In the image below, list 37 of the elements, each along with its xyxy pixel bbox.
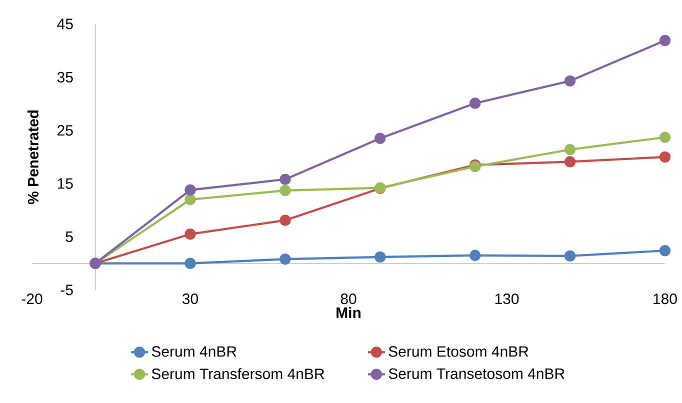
point bbox=[280, 254, 291, 265]
point bbox=[184, 258, 196, 269]
point bbox=[659, 245, 671, 256]
point bbox=[659, 132, 671, 143]
point bbox=[470, 250, 481, 262]
legend-label: Serum Etosom 4nBR bbox=[388, 346, 528, 357]
y-tick-label: -5 bbox=[60, 284, 73, 296]
y-tick-label: 15 bbox=[58, 178, 73, 189]
point bbox=[280, 184, 291, 196]
point bbox=[280, 214, 291, 226]
point bbox=[184, 184, 196, 196]
x-tick-label: -20 bbox=[22, 294, 42, 304]
point bbox=[184, 194, 196, 206]
y-tick-label: 25 bbox=[58, 125, 73, 136]
point bbox=[564, 250, 576, 262]
point bbox=[280, 174, 291, 185]
point bbox=[564, 75, 576, 87]
point bbox=[659, 151, 671, 163]
y-tick-label: 45 bbox=[57, 18, 73, 30]
legend-label: Serum Transfersom 4nBR bbox=[152, 368, 324, 380]
point bbox=[470, 98, 481, 109]
legend-label: Serum Transetosom 4nBR bbox=[388, 368, 564, 379]
y-tick-label: 5 bbox=[66, 232, 73, 242]
point bbox=[374, 251, 386, 263]
point bbox=[564, 156, 576, 168]
x-tick-label: 80 bbox=[340, 294, 356, 304]
y-tick-label: 35 bbox=[57, 72, 73, 82]
x-tick-label: 30 bbox=[182, 294, 198, 304]
legend-label: Serum 4nBR bbox=[152, 346, 236, 357]
x-tick-label: 180 bbox=[654, 294, 677, 304]
x-tick-label: 130 bbox=[495, 294, 519, 304]
y-axis-title: % Penetrated bbox=[27, 110, 38, 204]
point bbox=[659, 34, 671, 46]
x-axis-title: Min bbox=[336, 307, 360, 318]
point bbox=[184, 228, 196, 240]
point bbox=[564, 144, 576, 156]
point bbox=[374, 132, 386, 144]
